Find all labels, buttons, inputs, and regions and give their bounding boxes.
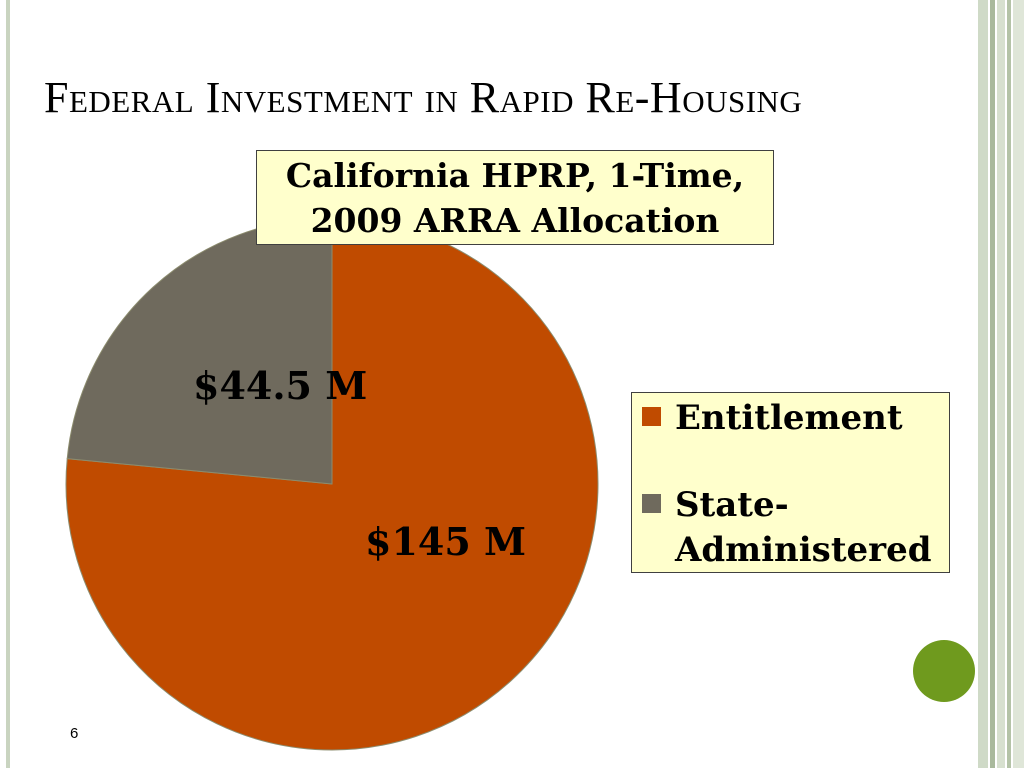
legend-item-state-administered: State- Administered	[642, 483, 931, 573]
slide-number: 6	[70, 725, 79, 742]
chart-title-box: California HPRP, 1-Time, 2009 ARRA Alloc…	[256, 150, 774, 245]
right-border-band	[1007, 0, 1011, 768]
legend-label-entitlement: Entitlement	[675, 398, 903, 438]
chart-title-line-2: 2009 ARRA Allocation	[310, 201, 720, 240]
legend-label-state-administered: State- Administered	[675, 485, 932, 570]
pie-slice-state-administered	[66, 217, 333, 485]
slice-data-label-state-administered: $44.5 M	[193, 363, 368, 408]
slice-data-label-entitlement: $145 M	[365, 519, 527, 564]
accent-dot	[913, 640, 975, 702]
chart-title-line-1: California HPRP, 1-Time,	[285, 156, 745, 195]
right-border-band	[990, 0, 995, 768]
legend-item-entitlement: Entitlement	[642, 396, 903, 441]
right-border-band	[1013, 0, 1024, 768]
left-border-rule	[6, 0, 10, 768]
right-border-band	[997, 0, 1005, 768]
slide-title: Federal Investment in Rapid Re-Housing	[44, 73, 803, 122]
legend-swatch-entitlement	[642, 407, 661, 426]
right-border-band	[978, 0, 988, 768]
chart-legend: Entitlement State- Administered	[631, 392, 950, 573]
legend-swatch-state-administered	[642, 494, 661, 513]
